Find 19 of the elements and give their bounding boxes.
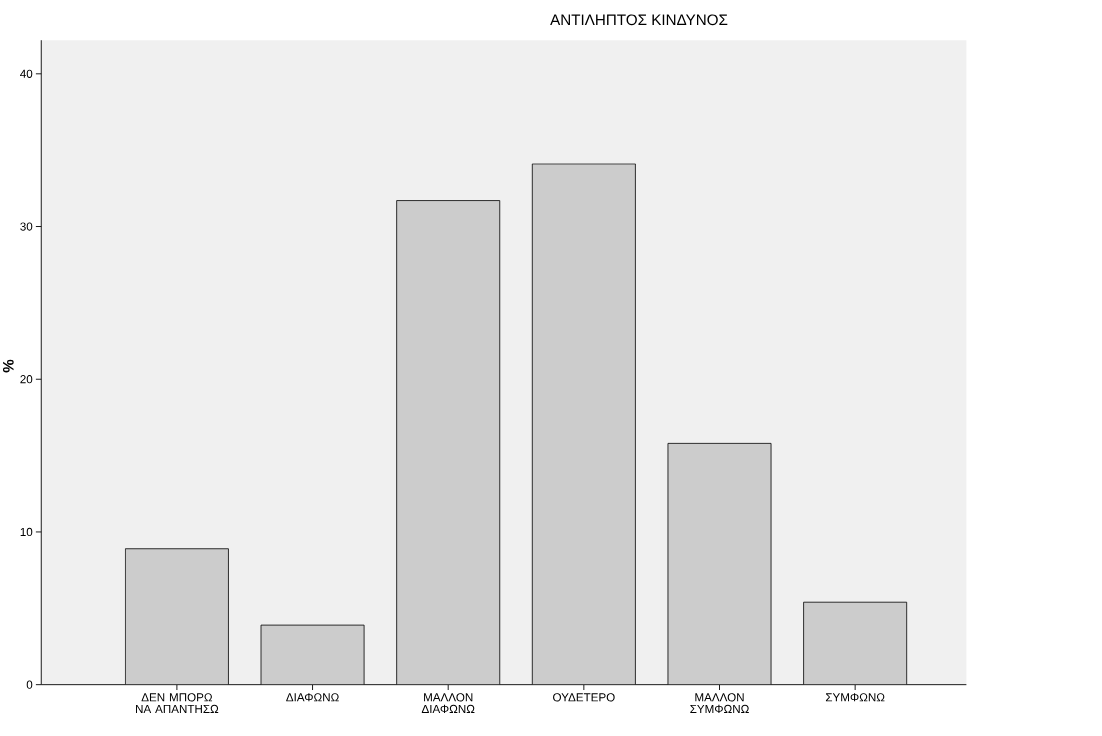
y-tick-label: 10	[20, 528, 33, 537]
x-tick-label: ΜΑΛΛΟΝ ΣΥΜΦΩΝΩ	[690, 693, 749, 714]
x-tick-label: ΜΑΛΛΟΝ ΔΙΑΦΩΝΩ	[421, 693, 475, 714]
y-tick-label: 30	[20, 222, 33, 231]
x-tick-label: ΣΥΜΦΩΝΩ	[825, 693, 885, 702]
y-axis-title: %	[2, 359, 14, 373]
x-tick-label: ΟΥΔΕΤΕΡΟ	[553, 693, 615, 702]
x-tick-label: ΔΙΑΦΩΝΩ	[286, 693, 339, 702]
bar	[125, 548, 229, 685]
y-tick-label: 0	[26, 680, 33, 689]
y-tick-label: 20	[20, 375, 33, 384]
chart-title: ΑΝΤΙΛΗΠΤΟΣ ΚΙΝΔΥΝΟΣ	[550, 14, 728, 26]
bar	[532, 164, 636, 685]
bar	[396, 200, 500, 685]
x-tick-label: ΔΕΝ ΜΠΟΡΩ ΝΑ ΑΠΑΝΤΗΣΩ	[136, 693, 219, 714]
bar	[667, 443, 772, 685]
bar	[803, 601, 908, 685]
y-tick-label: 40	[20, 69, 33, 79]
bar	[261, 625, 365, 685]
